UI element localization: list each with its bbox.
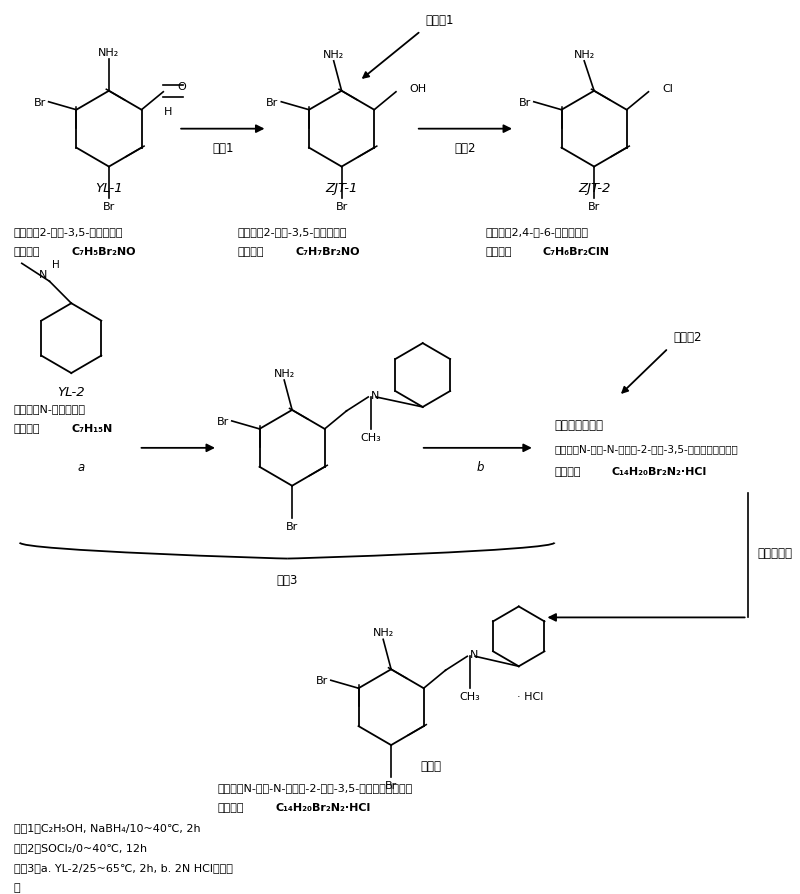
Text: YL-2: YL-2 — [58, 385, 85, 399]
Text: Cl: Cl — [662, 84, 673, 94]
Text: 步骤1: 步骤1 — [212, 141, 234, 155]
Text: 步骤1：C₂H₅OH, NaBH₄/10~40℃, 2h: 步骤1：C₂H₅OH, NaBH₄/10~40℃, 2h — [14, 822, 201, 832]
Text: 步骤3: 步骤3 — [277, 573, 298, 586]
Text: 质控点2: 质控点2 — [674, 331, 702, 343]
Text: Br: Br — [385, 780, 398, 790]
Text: 液: 液 — [14, 881, 21, 891]
Text: Br: Br — [34, 97, 46, 107]
Text: · HCl: · HCl — [517, 691, 543, 702]
Text: 化学名：N-甲基-N-环己基-2-氨基-3,5-二溴苯甲胺盐酸盐: 化学名：N-甲基-N-环己基-2-氨基-3,5-二溴苯甲胺盐酸盐 — [218, 782, 413, 792]
Text: C₇H₇Br₂NO: C₇H₇Br₂NO — [295, 247, 359, 257]
Text: C₁₄H₂₀Br₂N₂·HCl: C₁₄H₂₀Br₂N₂·HCl — [612, 467, 707, 477]
Text: ZJT-1: ZJT-1 — [326, 181, 358, 194]
Text: C₇H₅Br₂NO: C₇H₅Br₂NO — [71, 247, 136, 257]
Text: Br: Br — [102, 202, 115, 212]
Text: Br: Br — [266, 97, 278, 107]
Text: NH₂: NH₂ — [373, 628, 394, 637]
Text: 分子式：: 分子式： — [485, 247, 512, 257]
Text: NH₂: NH₂ — [274, 368, 294, 378]
Text: 分子式：: 分子式： — [14, 247, 40, 257]
Text: 分子式：: 分子式： — [554, 467, 581, 477]
Text: 分子式：: 分子式： — [14, 424, 40, 434]
Text: YL-1: YL-1 — [95, 181, 122, 194]
Text: 步骤3：a. YL-2/25~65℃, 2h, b. 2N HCl乙醇溶: 步骤3：a. YL-2/25~65℃, 2h, b. 2N HCl乙醇溶 — [14, 862, 233, 872]
Text: C₇H₁₅N: C₇H₁₅N — [71, 424, 113, 434]
Text: 步骤2: 步骤2 — [454, 141, 476, 155]
Text: 步骤2：SOCl₂/0~40℃, 12h: 步骤2：SOCl₂/0~40℃, 12h — [14, 842, 147, 852]
Text: 精制（重结: 精制（重结 — [758, 546, 793, 560]
Text: 化学名：2-氨基-3,5-二溴苯甲醇: 化学名：2-氨基-3,5-二溴苯甲醇 — [238, 227, 347, 237]
Text: 化学名：N-甲基环己胺: 化学名：N-甲基环己胺 — [14, 403, 86, 414]
Text: ZJT-2: ZJT-2 — [578, 181, 610, 194]
Text: C₁₄H₂₀Br₂N₂·HCl: C₁₄H₂₀Br₂N₂·HCl — [275, 802, 370, 812]
Text: Br: Br — [335, 202, 348, 212]
Text: CH₃: CH₃ — [460, 691, 481, 702]
Text: Br: Br — [315, 676, 328, 686]
Text: Br: Br — [518, 97, 531, 107]
Text: b: b — [477, 460, 484, 473]
Text: 分子式：: 分子式： — [238, 247, 264, 257]
Text: N: N — [470, 650, 478, 660]
Text: Br: Br — [217, 417, 229, 426]
Text: Br: Br — [286, 521, 298, 531]
Text: 质控点1: 质控点1 — [426, 14, 454, 27]
Text: 化学名：2-氨基-3,5-二溴苯甲醛: 化学名：2-氨基-3,5-二溴苯甲醛 — [14, 227, 123, 237]
Text: NH₂: NH₂ — [574, 50, 595, 60]
Text: 终产品: 终产品 — [420, 759, 442, 772]
Text: OH: OH — [410, 84, 427, 94]
Text: 终产品（粗品）: 终产品（粗品） — [554, 418, 603, 432]
Text: N: N — [39, 270, 47, 280]
Text: H: H — [53, 260, 60, 270]
Text: 化学名：2,4-溴-6-氯甲基苯胺: 化学名：2,4-溴-6-氯甲基苯胺 — [485, 227, 588, 237]
Text: CH₃: CH₃ — [361, 433, 382, 443]
Text: Br: Br — [588, 202, 600, 212]
Text: N: N — [371, 391, 379, 401]
Text: 分子式：: 分子式： — [218, 802, 244, 812]
Text: 化学名：N-甲基-N-环己基-2-氨基-3,5-二溴苯甲胺盐酸盐: 化学名：N-甲基-N-环己基-2-氨基-3,5-二溴苯甲胺盐酸盐 — [554, 443, 738, 453]
Text: NH₂: NH₂ — [98, 47, 119, 58]
Text: C₇H₆Br₂ClN: C₇H₆Br₂ClN — [542, 247, 610, 257]
Text: NH₂: NH₂ — [323, 50, 344, 60]
Text: O: O — [177, 81, 186, 92]
Text: a: a — [78, 460, 85, 473]
Text: H: H — [164, 106, 173, 116]
